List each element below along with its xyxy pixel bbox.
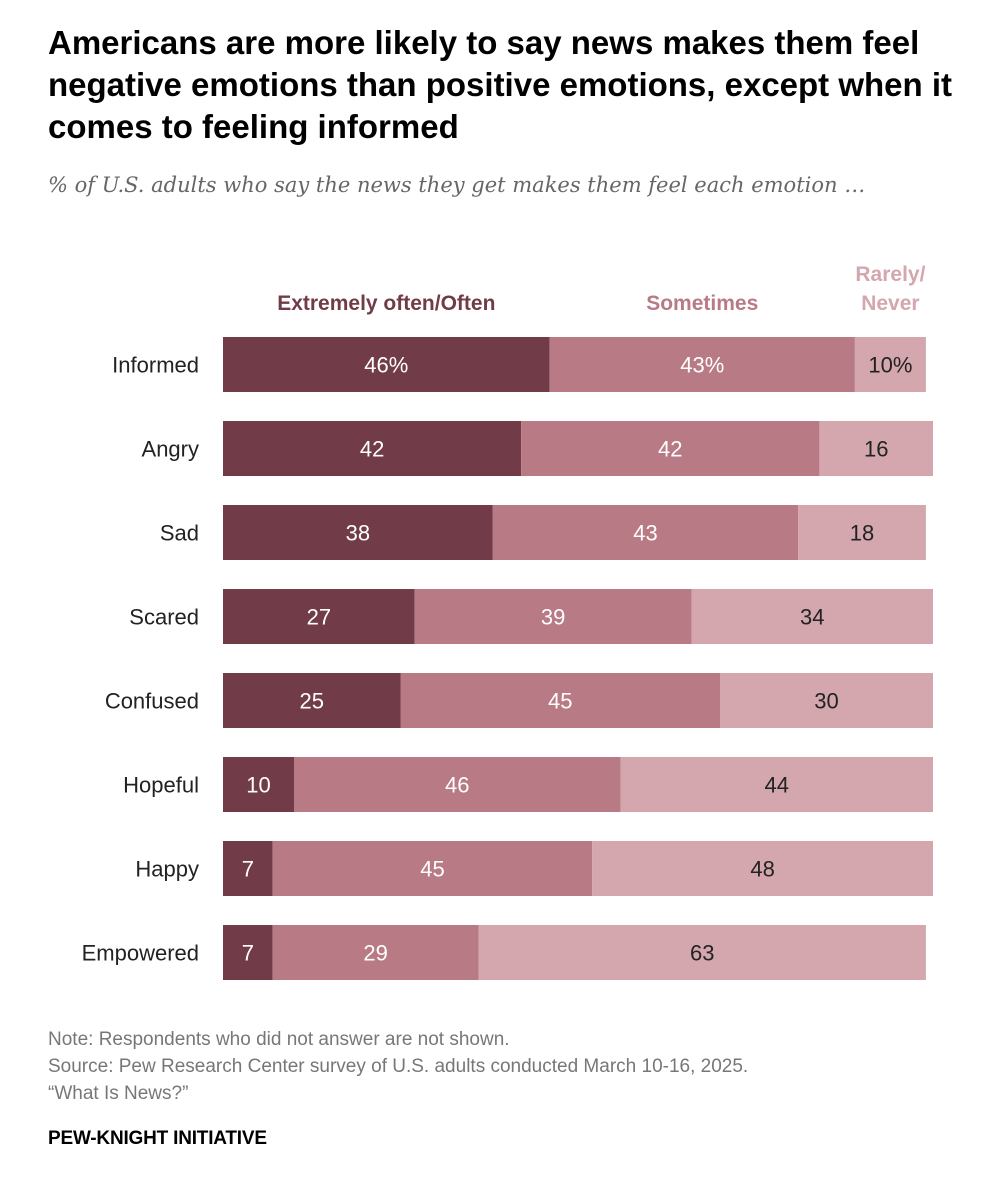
bar-segment <box>414 589 692 644</box>
bar-segment <box>720 673 933 728</box>
data-label: 29 <box>363 941 387 966</box>
bar-row-hopeful: Hopeful 10 46 44 <box>123 757 933 812</box>
category-label: Informed <box>112 353 199 378</box>
data-label: 18 <box>850 521 874 546</box>
bar-segment <box>223 337 550 392</box>
bar-segment <box>620 757 933 812</box>
legend-label-extremely-often-often: Extremely often/Often <box>277 292 495 315</box>
bar-segment <box>223 505 493 560</box>
bar-segment <box>223 925 273 980</box>
category-label: Scared <box>129 605 199 630</box>
bar-segment <box>854 337 926 392</box>
bar-segment <box>492 505 799 560</box>
chart-subtitle: % of U.S. adults who say the news they g… <box>48 173 866 197</box>
legend-label-rarely-never: Rarely/ <box>855 263 925 286</box>
data-label: 16 <box>864 437 888 462</box>
bar-segment <box>592 841 933 896</box>
data-label: 45 <box>548 689 572 714</box>
category-label: Confused <box>105 689 199 714</box>
data-label: 43 <box>633 521 657 546</box>
category-label: Hopeful <box>123 773 199 798</box>
category-label: Happy <box>135 857 199 882</box>
bar-segment <box>223 421 522 476</box>
bar-row-informed: Informed 46% 43% 10% <box>112 337 926 392</box>
bar-segment <box>691 589 933 644</box>
data-label: 63 <box>690 941 714 966</box>
brand-logo-text: PEW-KNIGHT INITIATIVE <box>48 1128 267 1149</box>
bar-segment <box>272 925 479 980</box>
data-label: 43% <box>680 353 724 378</box>
bar-segment <box>819 421 933 476</box>
bar-segment <box>223 589 415 644</box>
source-text: Source: Pew Research Center survey of U.… <box>48 1056 749 1077</box>
bar-row-happy: Happy 7 45 48 <box>135 841 933 896</box>
report-title: “What Is News?” <box>48 1083 189 1104</box>
bar-segment <box>798 505 926 560</box>
data-label: 30 <box>814 689 838 714</box>
stacked-bar-chart: Extremely often/Often Sometimes Rarely/Nev… <box>82 263 933 980</box>
data-label: 7 <box>242 857 254 882</box>
bar-segment <box>521 421 820 476</box>
category-label: Angry <box>142 437 199 462</box>
bar-segment <box>549 337 855 392</box>
bar-segment <box>223 841 273 896</box>
data-label: 48 <box>750 857 774 882</box>
bar-segment <box>400 673 720 728</box>
data-label: 46 <box>445 773 469 798</box>
chart-title: Americans are more likely to say news ma… <box>48 24 953 145</box>
note-text: Note: Respondents who did not answer are… <box>48 1029 510 1050</box>
bar-row-empowered: Empowered 7 29 63 <box>82 925 926 980</box>
data-label: 34 <box>800 605 824 630</box>
data-label: 38 <box>346 521 370 546</box>
category-label: Sad <box>160 521 199 546</box>
chart-rows: Informed 46% 43% 10% Angry 42 42 16 Sad 38 43 18 Sca… <box>82 337 933 980</box>
bar-row-scared: Scared 27 39 34 <box>129 589 933 644</box>
legend-label-sometimes: Sometimes <box>646 292 758 315</box>
data-label: 7 <box>242 941 254 966</box>
bar-row-angry: Angry 42 42 16 <box>142 421 933 476</box>
bar-segment <box>272 841 593 896</box>
data-label: 46% <box>364 353 408 378</box>
chart-footnotes: Note: Respondents who did not answer are… <box>48 1026 968 1107</box>
chart-legend: Extremely often/Often Sometimes Rarely/Nev… <box>277 263 925 315</box>
bar-segment <box>223 673 401 728</box>
data-label: 10 <box>246 773 270 798</box>
data-label: 10% <box>868 353 912 378</box>
bar-segment <box>294 757 621 812</box>
data-label: 25 <box>300 689 324 714</box>
bar-segment <box>478 925 926 980</box>
bar-row-confused: Confused 25 45 30 <box>105 673 933 728</box>
data-label: 39 <box>541 605 565 630</box>
bar-row-sad: Sad 38 43 18 <box>160 505 926 560</box>
data-label: 45 <box>420 857 444 882</box>
data-label: 44 <box>765 773 789 798</box>
category-label: Empowered <box>82 941 199 966</box>
data-label: 27 <box>307 605 331 630</box>
data-label: 42 <box>658 437 682 462</box>
bar-segment <box>223 757 294 812</box>
legend-label-rarely-never: Never <box>861 292 919 315</box>
data-label: 42 <box>360 437 384 462</box>
